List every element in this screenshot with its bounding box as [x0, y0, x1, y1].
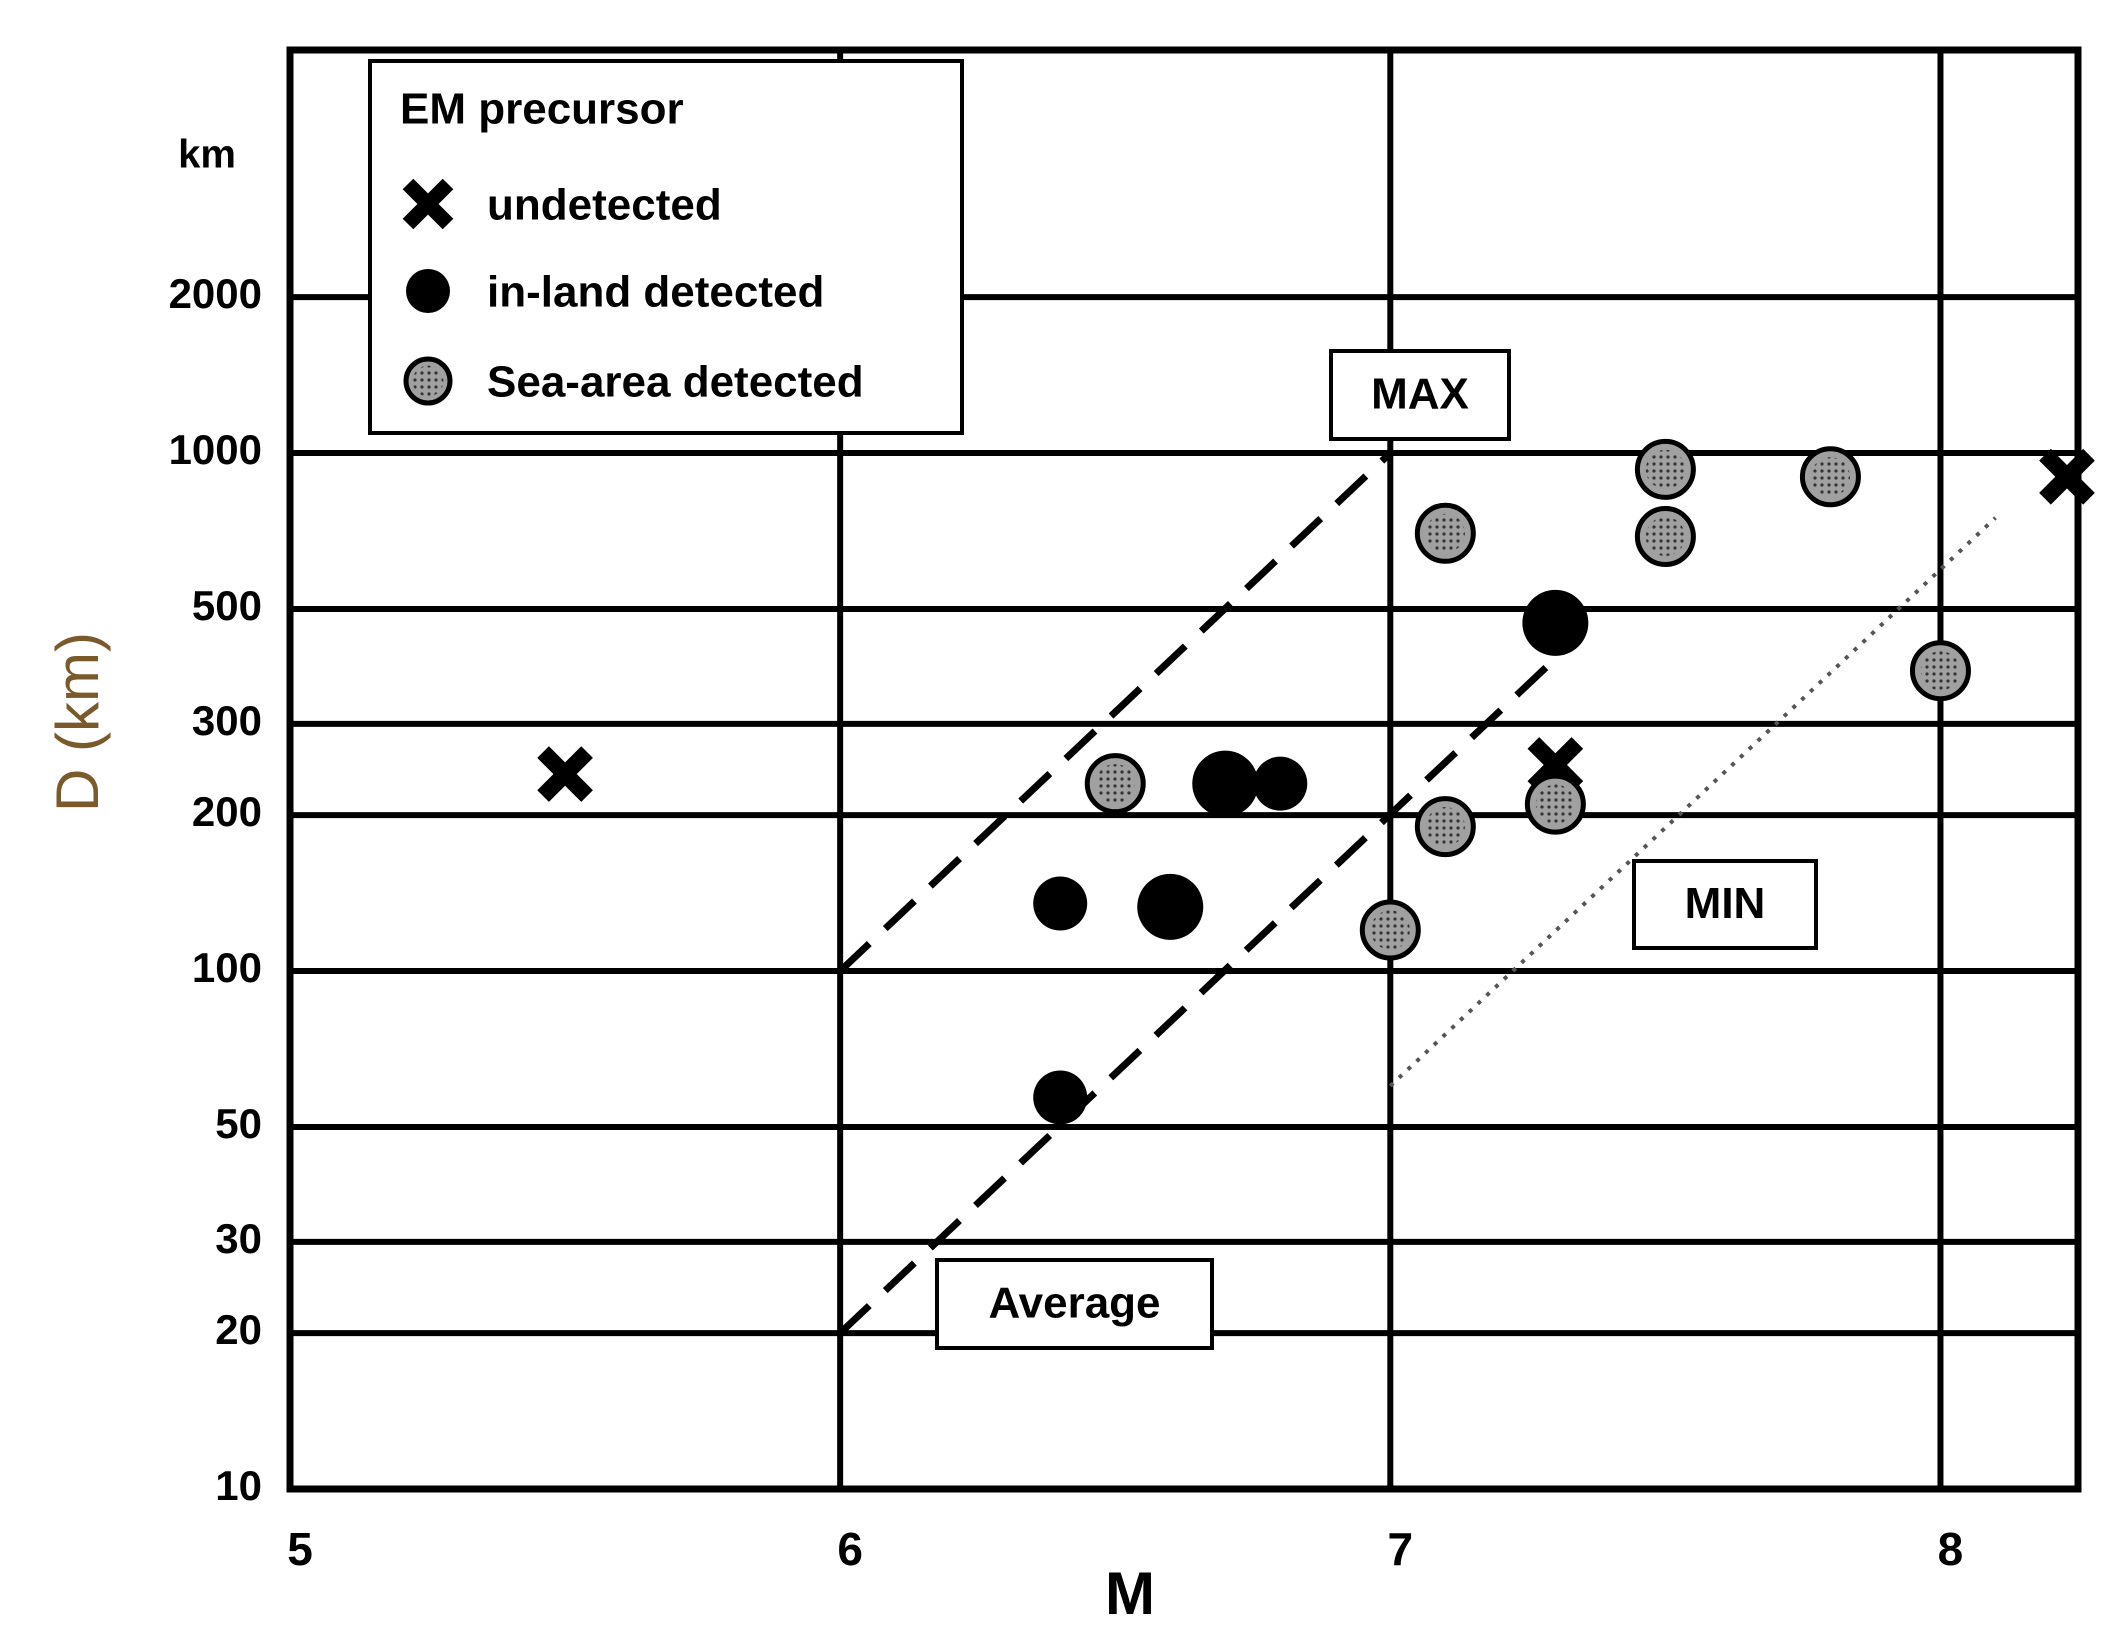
- plot-frame: [286, 46, 2082, 1493]
- circle-marker: [1033, 1070, 1088, 1125]
- y-tick-label: 300: [192, 697, 262, 744]
- x-tick-label: 6: [837, 1523, 863, 1575]
- line-label: MAX: [1371, 370, 1469, 419]
- marker-texture: [1095, 764, 1135, 804]
- legend-label: undetected: [487, 181, 722, 230]
- legend-box: [368, 59, 964, 435]
- circle-marker: [1033, 876, 1088, 931]
- x-tick-label: 5: [287, 1523, 313, 1575]
- marker-texture: [412, 365, 444, 397]
- y-tick-label: 100: [192, 944, 262, 991]
- y-tick-label: 1000: [169, 426, 262, 473]
- line-label: Average: [988, 1279, 1160, 1328]
- legend: EM precursor undetected in-land detected Se…: [368, 59, 964, 435]
- legend-label: in-land detected: [487, 268, 824, 317]
- marker-texture: [1645, 449, 1685, 489]
- y-tick-label: 10: [215, 1462, 262, 1509]
- y-unit-label: km: [178, 133, 236, 177]
- circle-marker: [1192, 750, 1259, 817]
- line-label: MIN: [1685, 879, 1766, 928]
- x-marker: [2039, 448, 2095, 505]
- y-tick-label: 50: [215, 1100, 262, 1147]
- y-tick-label: 2000: [169, 270, 262, 317]
- line-label-box: [935, 1258, 1214, 1350]
- y-tick-label: 20: [215, 1306, 262, 1353]
- marker-texture: [1535, 784, 1575, 824]
- marker-texture: [1425, 513, 1465, 553]
- marker-texture: [1920, 651, 1961, 691]
- line-label-box: [1329, 349, 1511, 441]
- y-tick-label: 500: [192, 582, 262, 629]
- x-tick-label: 7: [1388, 1523, 1414, 1575]
- x-marker: [537, 746, 593, 802]
- circle-marker: [1522, 589, 1589, 656]
- marker-texture: [1425, 807, 1465, 847]
- reference-line: [837, 630, 1586, 1336]
- circle-marker: [1253, 756, 1308, 811]
- marker-texture: [1810, 457, 1851, 497]
- y-axis-label: D (km): [44, 632, 111, 812]
- y-tick-label: 200: [192, 788, 262, 835]
- legend-title: EM precursor: [400, 85, 684, 134]
- x-tick-label: 8: [1938, 1523, 1964, 1575]
- x-axis-label: M: [1105, 1560, 1155, 1627]
- circle-marker: [406, 269, 450, 313]
- reference-line: [837, 450, 1393, 974]
- y-tick-label: 30: [215, 1215, 262, 1262]
- line-label-box: [1632, 859, 1818, 950]
- marker-texture: [1645, 516, 1685, 557]
- x-marker: [402, 178, 454, 230]
- circle-marker: [1137, 873, 1204, 940]
- legend-label: Sea-area detected: [487, 358, 864, 407]
- marker-texture: [1370, 910, 1410, 950]
